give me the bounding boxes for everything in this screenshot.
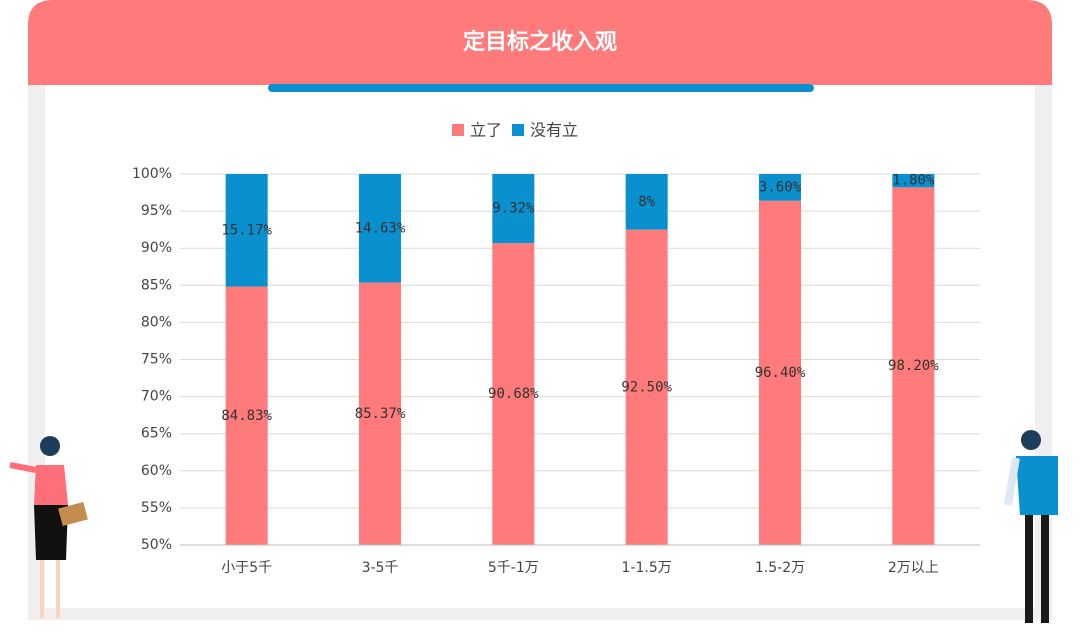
woman xyxy=(9,436,88,618)
value-label: 96.40% xyxy=(755,365,806,381)
x-tick-label: 小于5千 xyxy=(221,560,272,576)
y-tick-label: 95% xyxy=(141,203,172,219)
panel xyxy=(45,85,1035,608)
y-tick-label: 65% xyxy=(141,426,172,442)
chart-title: 定目标之收入观 xyxy=(463,29,617,55)
value-label: 14.63% xyxy=(355,220,406,236)
value-label: 9.32% xyxy=(492,201,535,217)
x-tick-label: 5千-1万 xyxy=(488,560,539,576)
value-label: 1.80% xyxy=(892,173,935,189)
bar-segment xyxy=(359,174,401,283)
x-tick-label: 3-5千 xyxy=(362,560,399,576)
header-accent xyxy=(268,84,814,92)
y-tick-label: 55% xyxy=(141,500,172,516)
y-tick-label: 60% xyxy=(141,463,172,479)
legend-label: 没有立 xyxy=(530,121,578,140)
y-tick-label: 85% xyxy=(141,277,172,293)
bar-segment xyxy=(892,174,935,188)
x-tick-label: 1-1.5万 xyxy=(622,560,672,576)
bar-segment xyxy=(892,187,935,545)
bar-segment xyxy=(625,174,668,230)
y-tick-label: 80% xyxy=(141,314,172,330)
value-label: 90.68% xyxy=(488,386,539,402)
bar-segment xyxy=(225,174,268,287)
y-tick-label: 70% xyxy=(141,389,172,405)
legend-swatch xyxy=(512,124,524,136)
bar-segment xyxy=(492,174,535,244)
bar-segment xyxy=(492,243,535,545)
bar-segment xyxy=(759,174,801,201)
legend-swatch xyxy=(452,124,464,136)
value-label: 3.60% xyxy=(759,179,802,195)
legend-label: 立了 xyxy=(470,121,502,140)
x-tick-label: 1.5-2万 xyxy=(755,560,805,576)
y-tick-label: 100% xyxy=(132,166,172,182)
header xyxy=(28,0,1052,85)
bar-segment xyxy=(759,200,801,545)
man xyxy=(1004,430,1058,623)
x-tick-label: 2万以上 xyxy=(888,560,939,576)
value-label: 98.20% xyxy=(888,358,939,374)
bar-segment xyxy=(225,286,268,545)
bar-segment xyxy=(625,229,668,545)
bar-segment xyxy=(359,282,401,545)
value-label: 85.37% xyxy=(355,406,406,422)
value-label: 84.83% xyxy=(221,408,272,424)
value-label: 15.17% xyxy=(221,222,272,238)
value-label: 92.50% xyxy=(621,379,672,395)
value-label: 8% xyxy=(638,194,655,210)
y-tick-label: 50% xyxy=(141,537,172,553)
y-tick-label: 75% xyxy=(141,352,172,368)
y-tick-label: 90% xyxy=(141,240,172,256)
